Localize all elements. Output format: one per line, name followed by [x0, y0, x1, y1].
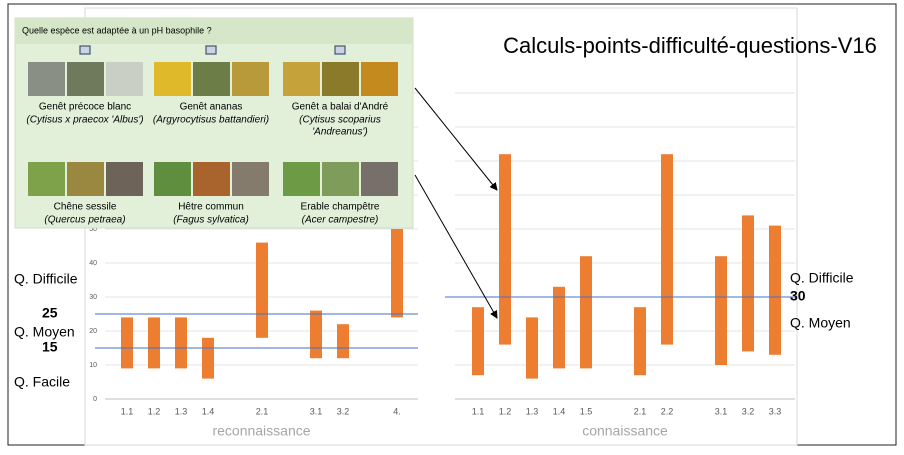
x-tick-label: 1.1: [472, 406, 485, 416]
photo: [232, 62, 269, 96]
checkbox: [335, 46, 345, 54]
range-bar: [148, 317, 160, 368]
x-tick-label: 2.2: [661, 406, 674, 416]
x-tick-label: 3.1: [715, 406, 728, 416]
y-tick-label: 30: [89, 294, 97, 301]
photo: [361, 62, 398, 96]
range-bar: [769, 226, 781, 355]
x-tick-label: 1.5: [580, 406, 593, 416]
x-tick-label: 3.3: [769, 406, 782, 416]
option-latin: (Cytisus scoparius: [299, 115, 381, 126]
option-latin: (Fagus sylvatica): [173, 215, 249, 226]
y-tick-label: 40: [89, 260, 97, 267]
photo: [322, 62, 359, 96]
option-latin: (Acer campestre): [302, 215, 379, 226]
x-tick-label: 2.1: [256, 406, 269, 416]
x-tick-label: 1.2: [148, 406, 161, 416]
checkbox: [206, 46, 216, 54]
range-bar: [121, 317, 133, 368]
option-name: Hêtre commun: [178, 202, 244, 213]
photo: [154, 162, 191, 196]
photo: [106, 62, 143, 96]
option-name: Genêt précoce blanc: [39, 102, 131, 113]
range-bar: [553, 287, 565, 369]
x-tick-label: 1.1: [121, 406, 134, 416]
x-tick-label: 1.4: [202, 406, 215, 416]
photo: [322, 162, 359, 196]
x-tick-label: 3.2: [742, 406, 755, 416]
zone-label: Q. Moyen: [14, 324, 75, 340]
option-latin: (Quercus petraea): [44, 215, 125, 226]
page-title: Calculs-points-difficulté-questions-V16: [503, 33, 877, 58]
y-tick-label: 10: [89, 362, 97, 369]
option-name: Genêt ananas: [180, 102, 243, 113]
x-tick-label: 3.2: [337, 406, 350, 416]
range-bar: [715, 256, 727, 365]
reference-label: 25: [42, 305, 58, 321]
x-tick-label: 1.4: [553, 406, 566, 416]
option-latin: (Cytisus x praecox 'Albus'): [26, 115, 143, 126]
x-tick-label: 4.: [393, 406, 401, 416]
x-tick-label: 1.3: [175, 406, 188, 416]
photo: [106, 162, 143, 196]
photo: [67, 62, 104, 96]
quiz-overlay: Quelle espèce est adaptée à un pH basoph…: [15, 18, 413, 228]
zone-label: Q. Moyen: [790, 315, 851, 331]
option-name: Genêt a balai d'André: [292, 102, 389, 113]
range-bar: [337, 324, 349, 358]
range-bar: [391, 229, 403, 317]
zone-label: Q. Difficile: [790, 270, 854, 286]
reference-label: 30: [790, 288, 806, 304]
reference-label: 15: [42, 339, 58, 355]
x-tick-label: 1.3: [526, 406, 539, 416]
option-name: Chêne sessile: [54, 202, 117, 213]
range-bar: [175, 317, 187, 368]
quiz-question: Quelle espèce est adaptée à un pH basoph…: [22, 25, 212, 35]
photo: [193, 62, 230, 96]
range-bar: [499, 154, 511, 344]
x-axis-label: connaissance: [582, 423, 668, 439]
option-latin: (Argyrocytisus battandieri): [153, 115, 269, 126]
checkbox: [80, 46, 90, 54]
zone-label: Q. Difficile: [14, 271, 78, 287]
x-tick-label: 1.2: [499, 406, 512, 416]
photo: [67, 162, 104, 196]
photo: [154, 62, 191, 96]
range-bar: [202, 338, 214, 379]
range-bar: [742, 215, 754, 351]
photo: [193, 162, 230, 196]
y-tick-label: 0: [93, 396, 97, 403]
x-tick-label: 2.1: [634, 406, 647, 416]
zone-label: Q. Facile: [14, 374, 70, 390]
range-bar: [472, 307, 484, 375]
range-bar: [310, 311, 322, 359]
range-bar: [634, 307, 646, 375]
x-tick-label: 3.1: [310, 406, 323, 416]
range-bar: [526, 317, 538, 378]
photo: [283, 62, 320, 96]
photo: [283, 162, 320, 196]
option-name: Erable champêtre: [301, 202, 380, 213]
x-axis-label: reconnaissance: [212, 423, 310, 439]
photo: [28, 62, 65, 96]
photo: [232, 162, 269, 196]
range-bar: [661, 154, 673, 344]
range-bar: [256, 243, 268, 338]
photo: [361, 162, 398, 196]
photo: [28, 162, 65, 196]
range-bar: [580, 256, 592, 368]
option-latin: 'Andreanus'): [312, 127, 368, 138]
slide: 01020304050607080901.11.21.31.42.13.13.2…: [0, 0, 904, 450]
y-tick-label: 20: [89, 328, 97, 335]
